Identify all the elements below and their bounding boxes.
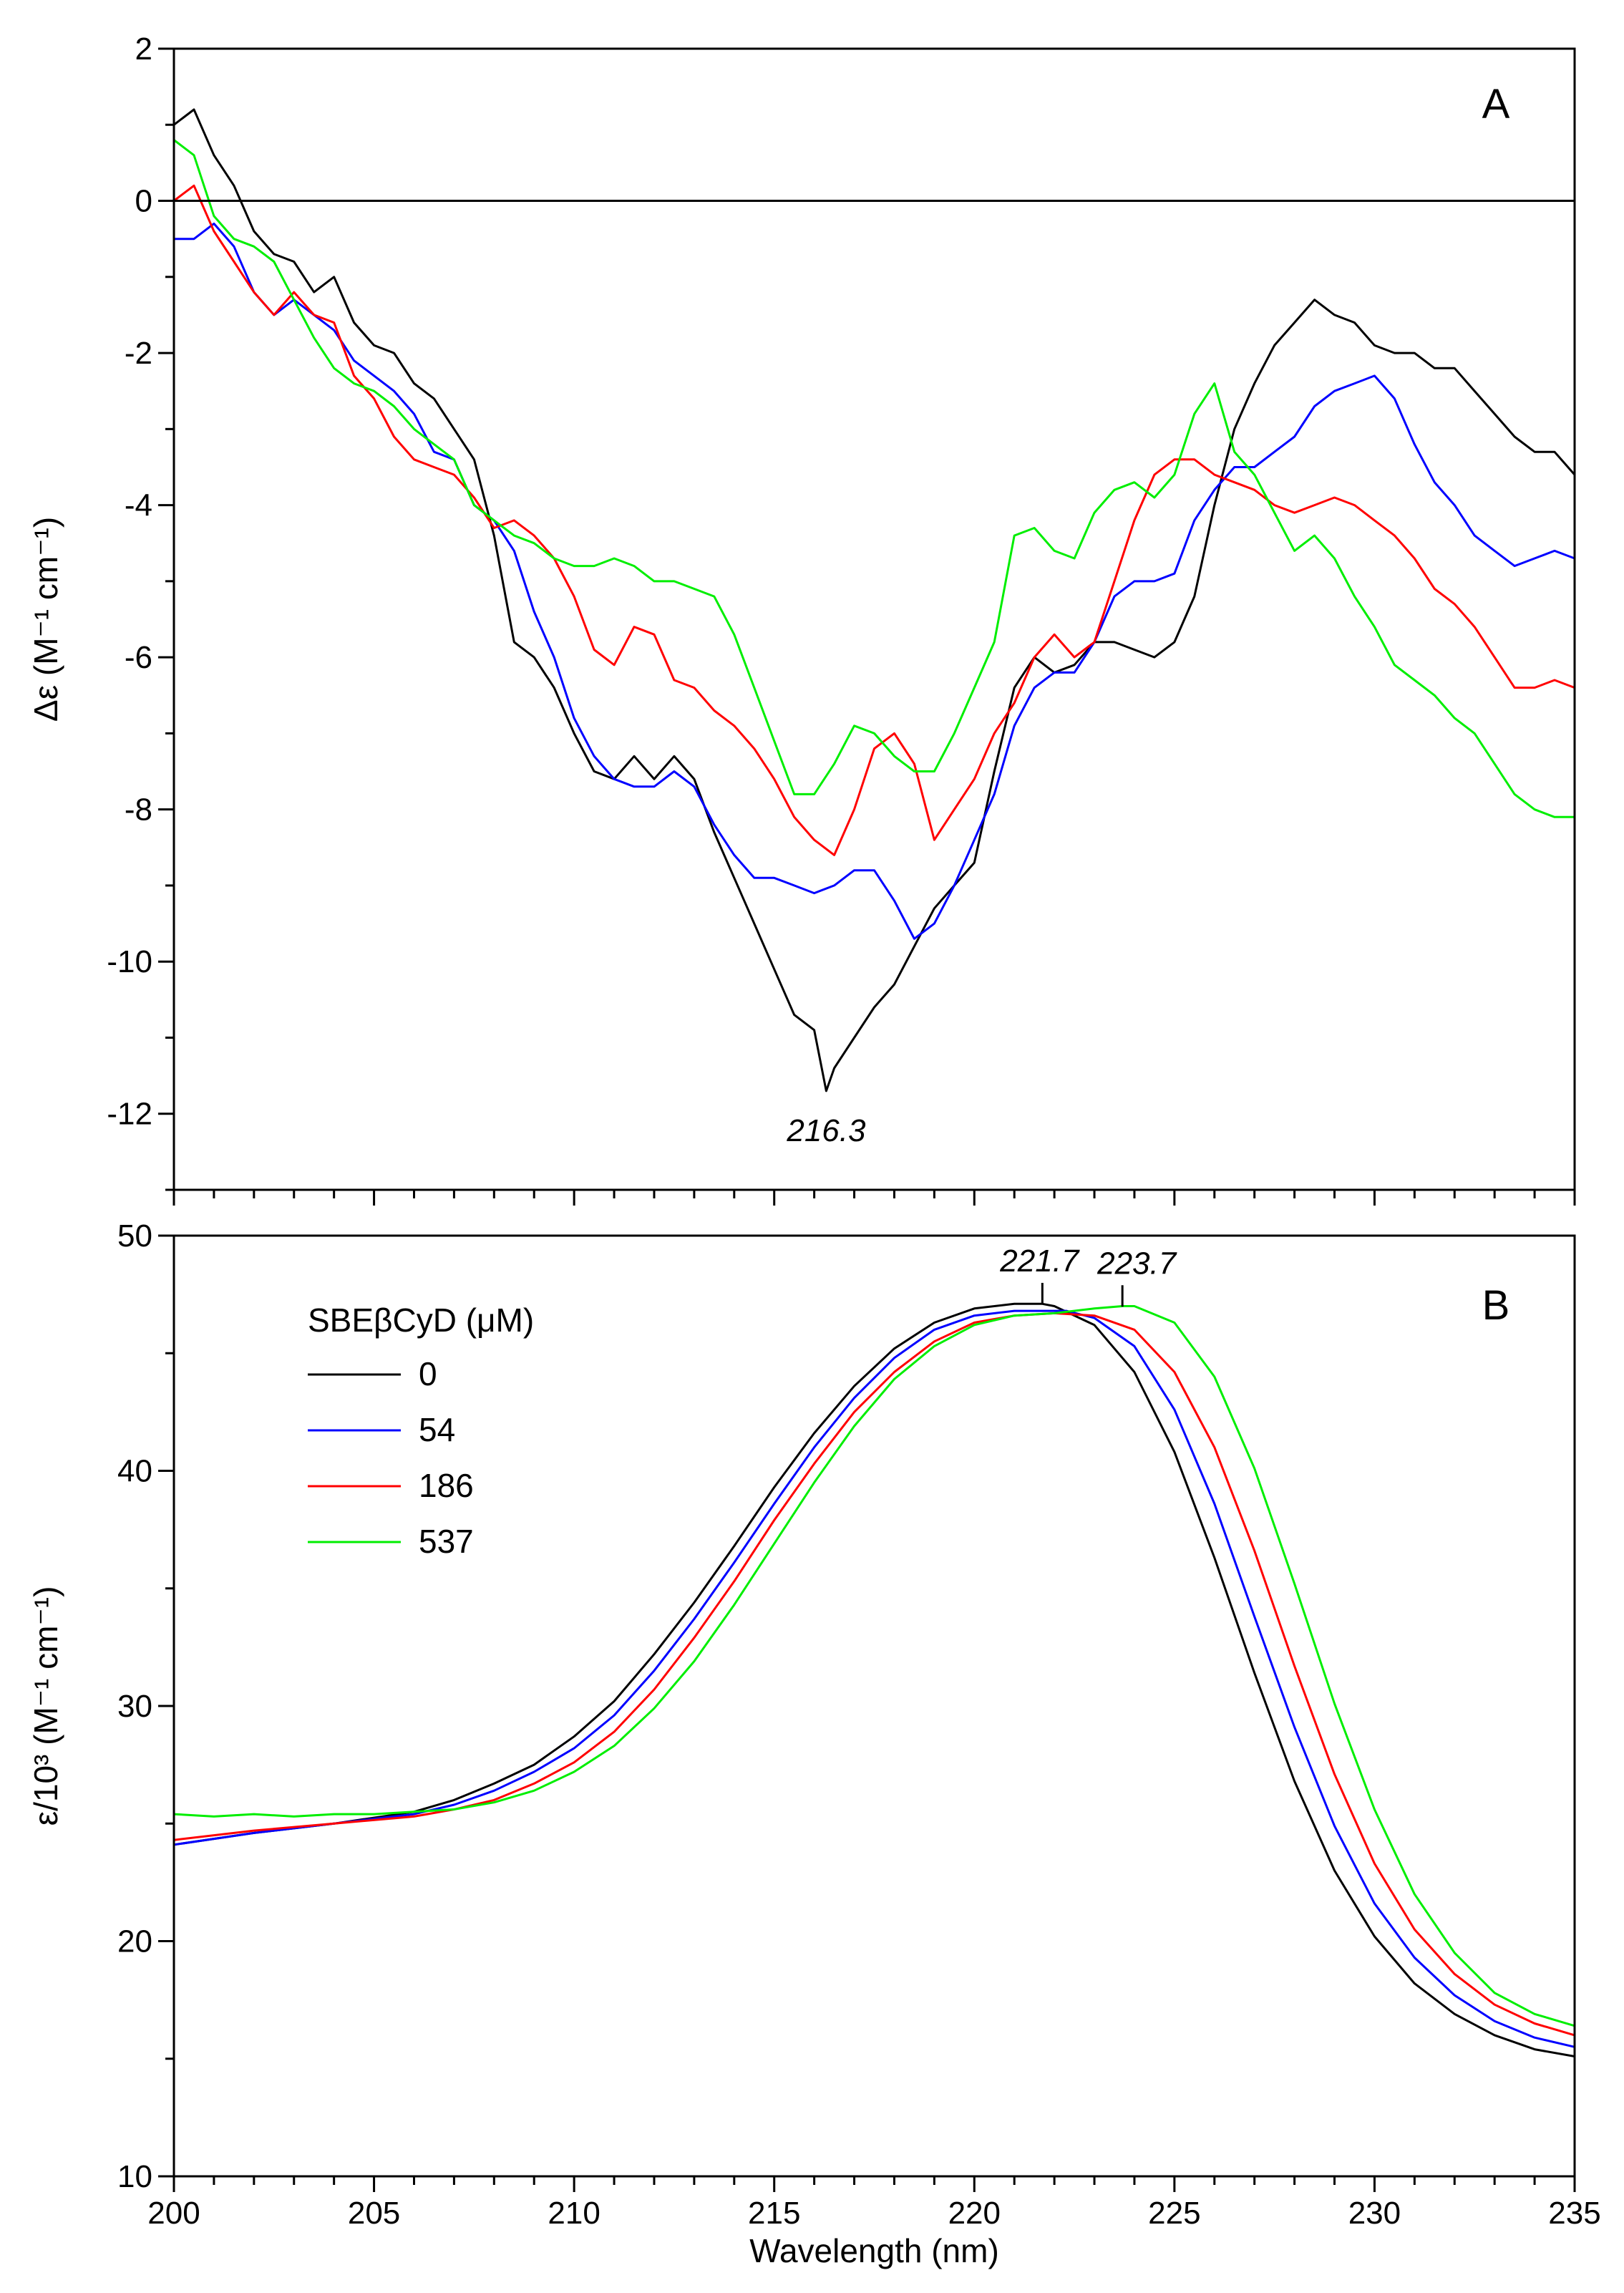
- legend-label-537: 537: [419, 1523, 474, 1560]
- y-tick-label: -6: [125, 640, 152, 675]
- annotation-label: 216.3: [786, 1113, 866, 1148]
- y-tick-label: 0: [135, 184, 152, 219]
- panel-b-series-0: [173, 1302, 1575, 2057]
- panel-a-y-axis-title: Δε (M⁻¹ cm⁻¹): [27, 517, 64, 722]
- x-tick-label: 220: [948, 2196, 1001, 2231]
- y-tick-label: -12: [107, 1097, 152, 1132]
- legend-label-54: 54: [419, 1411, 455, 1448]
- panel-b-series-54: [173, 1309, 1575, 2048]
- x-tick-label: 230: [1348, 2196, 1401, 2231]
- panel-a-series-186: [173, 184, 1575, 856]
- legend-label-186: 186: [419, 1467, 474, 1504]
- panel-b-series: [173, 1302, 1575, 2057]
- legend: SBEβCyD (μM) 0 54 186 537: [308, 1301, 534, 1560]
- x-tick-label: 235: [1548, 2196, 1600, 2231]
- y-tick-label: -8: [125, 792, 152, 828]
- panel-a-series-537: [173, 139, 1575, 818]
- y-tick-label: 10: [117, 2159, 152, 2194]
- annotation-label: 221.7: [999, 1244, 1080, 1279]
- panel-a-ticks: 2 0 -2 -4 -6 -8 -10 -12: [107, 31, 1576, 1206]
- panel-a-frame: [172, 47, 1576, 1191]
- legend-title: SBEβCyD (μM): [308, 1301, 534, 1339]
- panel-a-annotations: 216.3: [786, 1113, 866, 1148]
- y-tick-label: -4: [125, 488, 152, 523]
- x-tick-label: 225: [1148, 2196, 1200, 2231]
- y-tick-label: 40: [117, 1454, 152, 1489]
- panel-b-annotations: 221.7 223.7: [999, 1244, 1177, 1307]
- y-tick-label: -10: [107, 944, 152, 979]
- panel-b-frame: [172, 1234, 1576, 2178]
- x-axis-title: Wavelength (nm): [749, 2232, 999, 2269]
- x-tick-label: 200: [147, 2196, 200, 2231]
- panel-b-series-537: [173, 1305, 1575, 2027]
- x-tick-label: 215: [748, 2196, 800, 2231]
- panel-a-series-0: [173, 108, 1576, 1092]
- y-tick-label: 50: [117, 1218, 152, 1254]
- legend-label-0: 0: [419, 1355, 437, 1392]
- panel-b-series-186: [173, 1312, 1575, 2037]
- y-tick-label: 20: [117, 1924, 152, 1959]
- annotation-label: 223.7: [1097, 1246, 1177, 1281]
- panel-a-series-54: [174, 222, 1575, 940]
- panel-b-letter: B: [1482, 1282, 1510, 1329]
- panel-a-letter: A: [1482, 81, 1510, 127]
- x-tick-label: 205: [348, 2196, 400, 2231]
- y-tick-label: 2: [135, 31, 152, 67]
- panel-a: 2 0 -2 -4 -6 -8 -10 -12 A Δε (M⁻¹ cm⁻¹) 216.3: [27, 31, 1576, 1206]
- y-tick-label: 30: [117, 1689, 152, 1724]
- x-tick-label: 210: [548, 2196, 600, 2231]
- panel-b-y-axis-title: ε/10³ (M⁻¹ cm⁻¹): [27, 1586, 64, 1826]
- panel-a-series: [173, 108, 1576, 1092]
- y-tick-label: -2: [125, 336, 152, 371]
